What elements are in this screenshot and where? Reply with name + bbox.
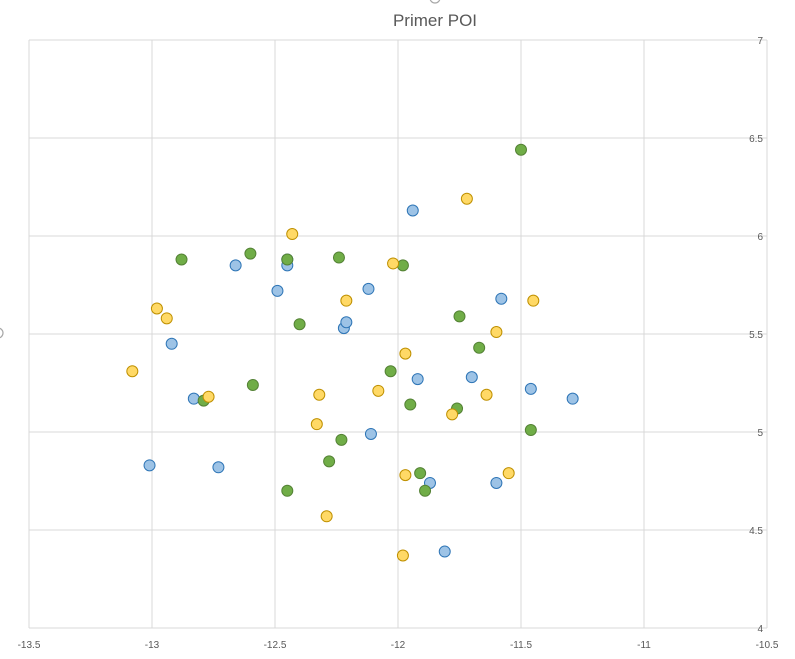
x-tick-label: -13 xyxy=(145,640,160,651)
series-2 xyxy=(175,143,537,497)
data-point xyxy=(335,433,348,446)
data-point xyxy=(406,204,419,217)
data-point xyxy=(396,549,409,562)
x-tick-label: -11 xyxy=(637,640,651,651)
data-point xyxy=(490,326,503,339)
data-point xyxy=(332,251,345,264)
data-point xyxy=(229,259,242,272)
series-3 xyxy=(126,192,540,562)
data-point xyxy=(175,253,188,266)
data-point xyxy=(212,461,225,474)
data-point xyxy=(465,371,478,384)
data-point xyxy=(419,484,432,497)
data-point xyxy=(384,365,397,378)
data-point xyxy=(438,545,451,558)
data-point xyxy=(362,282,375,295)
y-axis-tick-labels: 4 4.5 5 5.5 6 6.5 7 xyxy=(749,36,763,635)
data-point xyxy=(372,384,385,397)
data-point xyxy=(399,347,412,360)
x-tick-label: -10.5 xyxy=(756,640,779,651)
data-point xyxy=(187,392,200,405)
data-point xyxy=(340,294,353,307)
y-tick-label: 5.5 xyxy=(749,330,763,341)
chart-resize-handle-top[interactable] xyxy=(429,0,441,4)
data-point xyxy=(490,476,503,489)
data-point xyxy=(340,316,353,329)
data-point xyxy=(150,302,163,315)
data-point xyxy=(286,228,299,241)
data-point xyxy=(414,467,427,480)
data-point xyxy=(527,294,540,307)
chart-title: Primer POI xyxy=(393,11,477,30)
y-tick-label: 4 xyxy=(757,624,763,635)
data-point xyxy=(411,373,424,386)
chart-resize-handle-left[interactable] xyxy=(0,327,4,339)
data-point xyxy=(313,388,326,401)
data-point xyxy=(271,284,284,297)
scatter-points xyxy=(126,143,579,562)
data-point xyxy=(396,259,409,272)
data-point xyxy=(515,143,527,156)
x-tick-label: -11.5 xyxy=(510,640,532,651)
x-tick-label: -12 xyxy=(391,640,406,651)
data-point xyxy=(202,390,215,403)
data-point xyxy=(281,484,294,497)
data-point xyxy=(323,455,336,468)
data-point xyxy=(399,469,412,482)
data-point xyxy=(446,408,459,421)
data-point xyxy=(160,312,173,325)
data-point xyxy=(143,459,156,472)
x-tick-label: -12.5 xyxy=(264,640,287,651)
data-point xyxy=(453,310,466,323)
data-point xyxy=(495,292,508,305)
y-tick-label: 7 xyxy=(757,36,763,47)
data-point xyxy=(502,467,515,480)
data-point xyxy=(293,318,306,331)
data-point xyxy=(387,257,400,270)
data-point xyxy=(165,337,178,350)
data-point xyxy=(320,510,333,523)
series-1 xyxy=(143,204,579,558)
data-point xyxy=(460,192,473,205)
data-point xyxy=(524,424,537,437)
data-point xyxy=(473,341,486,354)
y-tick-label: 6 xyxy=(757,232,763,243)
data-point xyxy=(281,253,294,266)
data-point xyxy=(310,418,323,431)
data-point xyxy=(364,427,377,440)
y-tick-label: 5 xyxy=(757,428,763,439)
x-axis-tick-labels: -13.5 -13 -12.5 -12 -11.5 -11 -10.5 xyxy=(18,640,779,651)
x-tick-label: -13.5 xyxy=(18,640,41,651)
data-point xyxy=(524,382,537,395)
gridlines xyxy=(28,39,768,629)
data-point xyxy=(244,247,257,260)
data-point xyxy=(126,365,139,378)
data-point xyxy=(404,398,417,411)
data-point xyxy=(566,392,579,405)
data-point xyxy=(246,378,259,391)
y-tick-label: 4.5 xyxy=(749,526,763,537)
y-tick-label: 6.5 xyxy=(749,134,763,145)
data-point xyxy=(480,388,493,401)
